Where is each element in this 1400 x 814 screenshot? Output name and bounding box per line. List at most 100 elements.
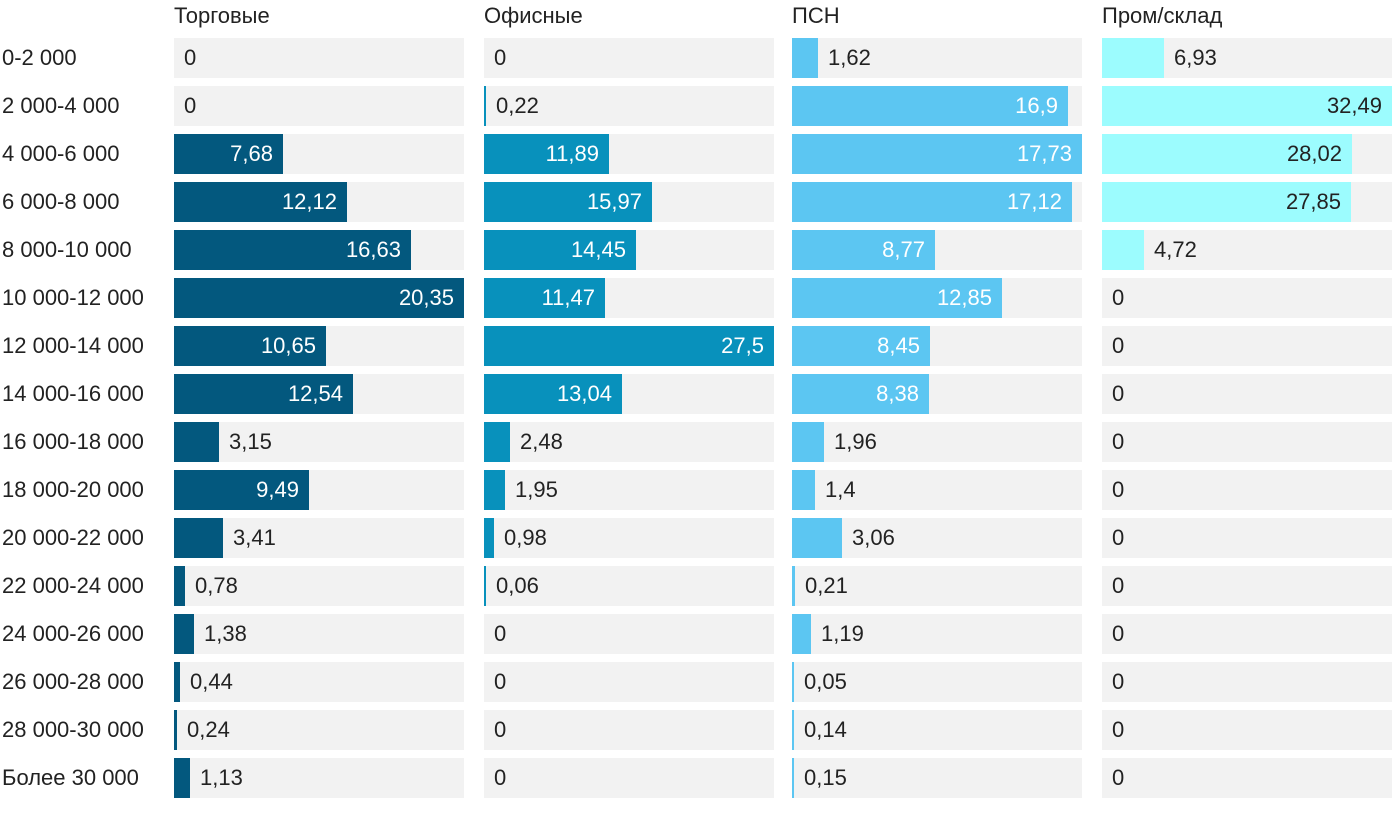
bar: [484, 326, 774, 366]
category-label: 26 000-28 000: [2, 669, 144, 694]
data-label: 2,48: [520, 429, 563, 454]
bar-track: 16,63: [174, 230, 464, 270]
bar: [174, 758, 190, 798]
bar-track: 0,98: [484, 518, 774, 558]
bar-track: 0,44: [174, 662, 464, 702]
bar-track: 20,35: [174, 278, 464, 318]
bar: [484, 134, 609, 174]
data-label: 0,22: [496, 93, 539, 118]
bar-track: 1,4: [792, 470, 1082, 510]
bar: [792, 758, 794, 798]
data-label: 1,13: [200, 765, 243, 790]
bar: [792, 518, 842, 558]
data-label: 10,65: [260, 333, 316, 358]
bar-track: 32,49: [1102, 86, 1392, 126]
data-label: 12,54: [287, 381, 343, 406]
data-label: 9,49: [256, 477, 299, 502]
data-label: 17,12: [1006, 189, 1062, 214]
bar: [792, 470, 815, 510]
data-label: 3,15: [229, 429, 272, 454]
data-label: 0,98: [504, 525, 547, 550]
data-label: 11,89: [545, 141, 599, 166]
bar: [1102, 134, 1352, 174]
data-label: 0: [1112, 333, 1125, 358]
data-label: 0,15: [804, 765, 847, 790]
data-label: 0,44: [190, 669, 233, 694]
data-label: 1,38: [204, 621, 247, 646]
bar: [174, 134, 283, 174]
bar: [1102, 86, 1392, 126]
data-label: 0: [1112, 669, 1125, 694]
bar-track: 0: [1102, 326, 1392, 366]
data-label: 0: [1112, 429, 1125, 454]
category-label: 2 000-4 000: [2, 93, 120, 118]
bar-track: 8,38: [792, 374, 1082, 414]
bar-track: 0,78: [174, 566, 464, 606]
category-label: 10 000-12 000: [2, 285, 144, 310]
series-title: Офисные: [484, 3, 583, 28]
data-label: 0,24: [187, 717, 230, 742]
bar-track: 10,65: [174, 326, 464, 366]
data-label: 1,4: [825, 477, 856, 502]
series-title: Пром/склад: [1102, 3, 1223, 28]
data-label: 0: [1112, 717, 1125, 742]
bar-track: 12,12: [174, 182, 464, 222]
bar-track: 0: [1102, 470, 1392, 510]
bar-track: 14,45: [484, 230, 774, 270]
series-title: Торговые: [174, 3, 270, 28]
bar-track: 3,41: [174, 518, 464, 558]
data-label: 0: [494, 717, 507, 742]
bar-track: 0: [484, 710, 774, 750]
bar: [792, 230, 935, 270]
data-label: 0: [1112, 573, 1125, 598]
bar-track: 27,85: [1102, 182, 1392, 222]
data-label: 27,85: [1285, 189, 1341, 214]
bar-track: 0: [1102, 422, 1392, 462]
bar-track: 0: [1102, 566, 1392, 606]
category-label: 0-2 000: [2, 45, 77, 70]
bar-track: 11,89: [484, 134, 774, 174]
bar-track: 1,19: [792, 614, 1082, 654]
bar: [174, 182, 347, 222]
bar-track: 0: [174, 86, 464, 126]
bar-track: 13,04: [484, 374, 774, 414]
data-label: 0: [1112, 621, 1125, 646]
bar: [484, 230, 636, 270]
bar-track: 9,49: [174, 470, 464, 510]
data-label: 8,77: [882, 237, 925, 262]
bar-track: 1,13: [174, 758, 464, 798]
bar: [174, 422, 219, 462]
bar-track: 3,06: [792, 518, 1082, 558]
data-label: 14,45: [570, 237, 626, 262]
bar-track: 0,06: [484, 566, 774, 606]
bar: [792, 566, 795, 606]
data-label: 1,95: [515, 477, 558, 502]
bar: [174, 662, 180, 702]
bar: [1102, 38, 1164, 78]
data-label: 17,73: [1016, 141, 1072, 166]
bar: [792, 182, 1072, 222]
series-title: ПСН: [792, 3, 840, 28]
data-label: 6,93: [1174, 45, 1217, 70]
data-label: 0: [184, 93, 197, 118]
category-label: 14 000-16 000: [2, 381, 144, 406]
bar-track: 3,15: [174, 422, 464, 462]
bar: [484, 566, 486, 606]
bar: [174, 566, 185, 606]
data-label: 3,41: [233, 525, 276, 550]
category-label: 8 000-10 000: [2, 237, 132, 262]
bar-track: 16,9: [792, 86, 1082, 126]
bar: [792, 38, 818, 78]
category-label: Более 30 000: [2, 765, 139, 790]
bar-track: 8,77: [792, 230, 1082, 270]
bar-track: 27,5: [484, 326, 774, 366]
data-label: 12,12: [281, 189, 337, 214]
bar-track: 0: [1102, 374, 1392, 414]
bar: [484, 422, 510, 462]
bar: [174, 230, 411, 270]
bar-track: 0,24: [174, 710, 464, 750]
bar: [792, 422, 824, 462]
bar-track: 0: [1102, 614, 1392, 654]
data-label: 16,9: [1015, 93, 1058, 118]
